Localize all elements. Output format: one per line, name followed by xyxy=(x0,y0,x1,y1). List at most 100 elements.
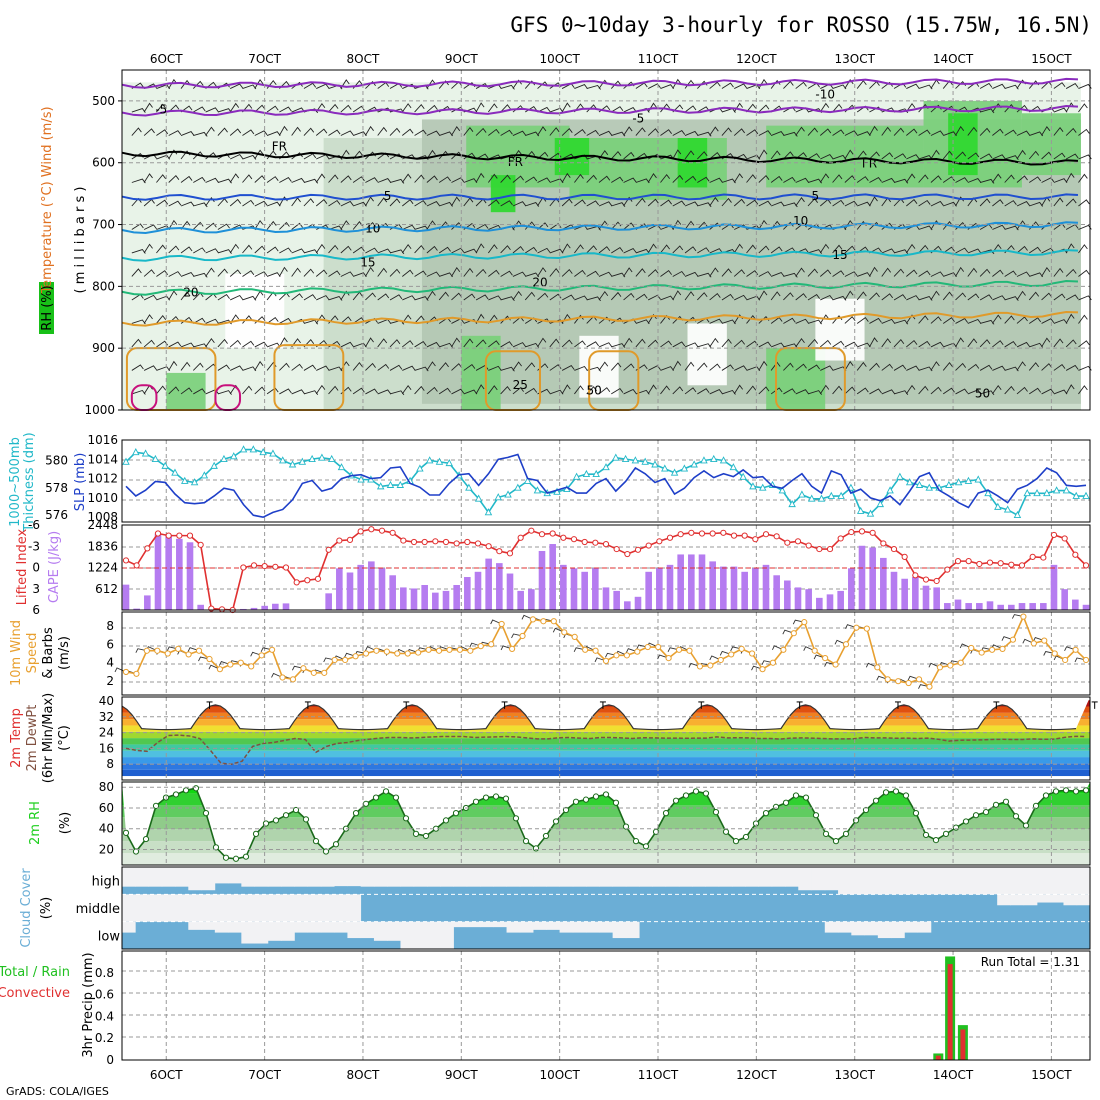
data-point xyxy=(195,647,203,654)
cloud-cell xyxy=(771,867,786,887)
data-point xyxy=(425,646,432,653)
cape-bar xyxy=(176,538,183,610)
data-point xyxy=(817,494,826,502)
cloud-cell xyxy=(161,894,176,922)
wind-barb xyxy=(205,318,219,324)
wind-barb xyxy=(610,362,622,371)
isotherm-label: 5 xyxy=(384,189,392,203)
wind-barb xyxy=(303,198,315,207)
cloud-cell xyxy=(824,921,839,933)
x-axis-top: 6OCT 7OCT 8OCT 9OCT 10OCT 11OCT 12OCT 13OCT 14OC… xyxy=(150,52,1072,66)
wind-barb xyxy=(475,339,487,348)
cape-bar xyxy=(485,558,492,610)
wind-barb xyxy=(574,365,588,371)
data-point xyxy=(772,803,780,811)
wind-barb xyxy=(487,385,498,395)
wind-barb xyxy=(303,268,315,277)
wind-barb xyxy=(611,106,624,113)
wind-barb xyxy=(709,126,719,136)
cape-bar xyxy=(634,596,642,610)
data-point xyxy=(446,646,453,653)
wind-barb xyxy=(869,151,880,160)
wind-barb xyxy=(733,243,744,254)
data-point xyxy=(827,491,836,499)
cloud-cell xyxy=(228,867,242,884)
isotherm-label: 25 xyxy=(513,378,528,392)
rh-grid xyxy=(122,782,1090,865)
thickness-axis-label-line: Thickness (dm) xyxy=(22,432,37,532)
wind-barb xyxy=(942,387,955,395)
data-point xyxy=(562,806,570,814)
wind-barb xyxy=(992,199,1004,207)
wind-barb xyxy=(1016,149,1026,160)
data-point xyxy=(582,469,591,478)
wind-barb xyxy=(561,268,573,277)
wind-barb xyxy=(143,269,155,277)
wind-barb xyxy=(1004,385,1015,395)
wind-barb xyxy=(254,104,266,113)
cape-bar xyxy=(773,575,780,610)
wind-barb xyxy=(905,173,916,183)
wind-barb xyxy=(401,103,412,113)
left-tick-label: 6 xyxy=(32,603,40,617)
wind-barb xyxy=(217,268,228,277)
wind-barb xyxy=(229,365,244,371)
left-tick-label: 580 xyxy=(45,454,68,468)
data-point xyxy=(869,529,876,536)
wind-barb xyxy=(475,127,487,136)
wind-barb xyxy=(488,340,500,348)
wind-barb xyxy=(279,106,292,113)
wind-barb xyxy=(291,152,303,160)
data-point xyxy=(442,538,450,546)
wind-barb xyxy=(992,384,1002,395)
wind-barb xyxy=(168,219,178,230)
wind-barb xyxy=(193,106,206,113)
cape-bar xyxy=(346,572,354,610)
wind-barb xyxy=(156,315,167,324)
wind-barb xyxy=(291,293,303,301)
thickness-series xyxy=(125,448,1086,517)
data-point xyxy=(677,531,684,538)
data-point xyxy=(807,494,816,502)
wind-barb xyxy=(979,364,993,371)
data-point xyxy=(528,527,535,534)
wind-barb xyxy=(697,176,710,183)
cloud-cell xyxy=(373,921,388,941)
wind-barb xyxy=(905,243,916,254)
temp-band xyxy=(122,712,1090,720)
wind-barb xyxy=(844,79,854,89)
data-point xyxy=(680,464,689,472)
wind-barb xyxy=(475,384,485,395)
wind-barb xyxy=(770,387,783,395)
wind-barb xyxy=(623,126,633,136)
wind-barb xyxy=(807,197,819,207)
slp-series xyxy=(125,453,1087,519)
data-point xyxy=(1082,787,1090,794)
wind-barb xyxy=(266,272,281,277)
cloud-cell xyxy=(228,894,242,922)
wind-barb xyxy=(918,340,931,348)
cape-bar xyxy=(1018,603,1026,610)
wind-barb xyxy=(820,294,834,301)
wind-barb xyxy=(254,341,268,348)
wind-barb xyxy=(844,316,856,324)
data-point xyxy=(592,469,600,478)
wind-barb xyxy=(352,201,367,207)
wind-barb xyxy=(316,295,330,301)
data-point xyxy=(389,529,396,536)
data-point xyxy=(164,650,171,657)
temp-band xyxy=(122,750,1090,758)
wind-barb xyxy=(697,292,708,301)
wind-barb xyxy=(758,386,770,395)
wind-barb xyxy=(709,318,723,324)
data-point xyxy=(932,837,940,844)
wind-barb xyxy=(684,361,695,371)
wind-barb xyxy=(770,131,785,136)
wind-barb xyxy=(992,173,1002,183)
wind-barb xyxy=(340,130,354,136)
wind-barb xyxy=(1053,82,1066,89)
wind-barb xyxy=(660,295,675,301)
x-tick-label: 12OCT xyxy=(736,1068,777,1082)
wind-barb xyxy=(131,338,142,348)
data-point xyxy=(1072,551,1079,558)
